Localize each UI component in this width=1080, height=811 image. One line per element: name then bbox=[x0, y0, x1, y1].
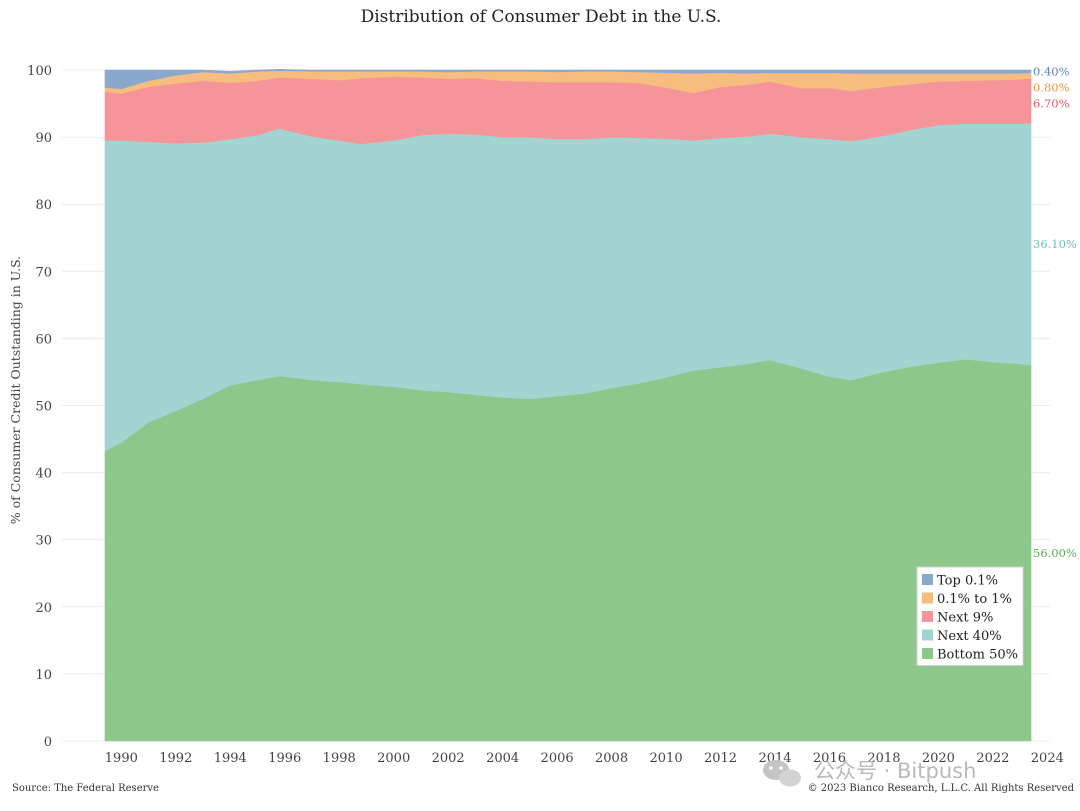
end-label: 6.70% bbox=[1033, 96, 1070, 110]
legend-swatch bbox=[922, 611, 933, 622]
x-tick-label: 2020 bbox=[922, 751, 955, 766]
end-value-labels: 0.40% 0.80% 6.70% 36.10% 56.00% bbox=[1033, 64, 1077, 560]
copyright-note: © 2023 Bianco Research, L.L.C. All Right… bbox=[808, 783, 1075, 794]
legend-swatch bbox=[922, 629, 933, 641]
source-note: Source: The Federal Reserve bbox=[12, 783, 159, 794]
y-axis-label: % of Consumer Credit Outstanding in U.S. bbox=[8, 256, 23, 524]
y-tick-label: 100 bbox=[27, 64, 52, 79]
stacked-areas bbox=[104, 69, 1032, 742]
x-tick-label: 2012 bbox=[704, 751, 737, 766]
x-tick-label: 1994 bbox=[214, 751, 247, 766]
end-label: 0.40% bbox=[1033, 64, 1070, 78]
legend-box bbox=[916, 566, 1024, 666]
area-bottom-50 bbox=[104, 358, 1032, 742]
x-tick-label: 2016 bbox=[813, 751, 846, 766]
watermark-text: 公众号 · Bitpush bbox=[814, 759, 976, 783]
legend-item: Top 0.1% bbox=[937, 574, 998, 589]
y-tick-label: 40 bbox=[35, 467, 52, 482]
legend-item: Next 40% bbox=[937, 629, 1002, 644]
x-tick-label: 1990 bbox=[105, 751, 138, 766]
wechat-icon bbox=[763, 760, 801, 787]
end-label: 36.10% bbox=[1033, 237, 1077, 251]
y-tick-label: 20 bbox=[35, 601, 52, 616]
y-tick-label: 60 bbox=[35, 332, 52, 347]
legend-item: Next 9% bbox=[937, 611, 993, 626]
legend-swatch bbox=[922, 648, 933, 659]
x-tick-label: 2006 bbox=[541, 751, 574, 766]
x-tick-label: 1996 bbox=[268, 751, 301, 766]
y-tick-label: 0 bbox=[44, 735, 52, 750]
x-axis-ticks: 1990 1992 1994 1996 1998 2000 2002 2004 2006 2008… bbox=[105, 751, 1064, 766]
x-tick-label: 2002 bbox=[432, 751, 465, 766]
legend-item: Bottom 50% bbox=[937, 648, 1018, 663]
x-tick-label: 1992 bbox=[159, 751, 192, 766]
y-axis-ticks: 0 10 20 30 40 50 60 70 80 90 100 bbox=[27, 64, 52, 750]
y-tick-label: 50 bbox=[35, 400, 52, 415]
legend-swatch bbox=[922, 574, 933, 585]
x-tick-label: 2008 bbox=[595, 751, 628, 766]
end-label: 0.80% bbox=[1033, 80, 1070, 94]
x-tick-label: 1998 bbox=[323, 751, 356, 766]
x-tick-label: 2004 bbox=[486, 751, 519, 766]
area-next-9 bbox=[104, 76, 1032, 145]
y-tick-label: 70 bbox=[35, 265, 52, 280]
end-label: 56.00% bbox=[1033, 546, 1077, 560]
x-tick-label: 2022 bbox=[976, 751, 1009, 766]
x-tick-label: 2018 bbox=[867, 751, 900, 766]
y-tick-label: 10 bbox=[35, 668, 52, 683]
watermark: 公众号 · Bitpush bbox=[763, 759, 976, 787]
y-tick-label: 90 bbox=[35, 131, 52, 146]
legend-swatch bbox=[922, 592, 933, 604]
x-tick-label: 2024 bbox=[1031, 751, 1064, 766]
y-tick-label: 30 bbox=[35, 534, 52, 549]
legend: Top 0.1% 0.1% to 1% Next 9% Next 40% Bottom … bbox=[916, 566, 1024, 666]
chart-title: Distribution of Consumer Debt in the U.S… bbox=[361, 7, 722, 27]
x-tick-label: 2010 bbox=[650, 751, 683, 766]
x-tick-label: 2000 bbox=[377, 751, 410, 766]
y-tick-label: 80 bbox=[35, 198, 52, 213]
area-top-0-1 bbox=[104, 69, 1032, 90]
legend-item: 0.1% to 1% bbox=[937, 592, 1012, 607]
